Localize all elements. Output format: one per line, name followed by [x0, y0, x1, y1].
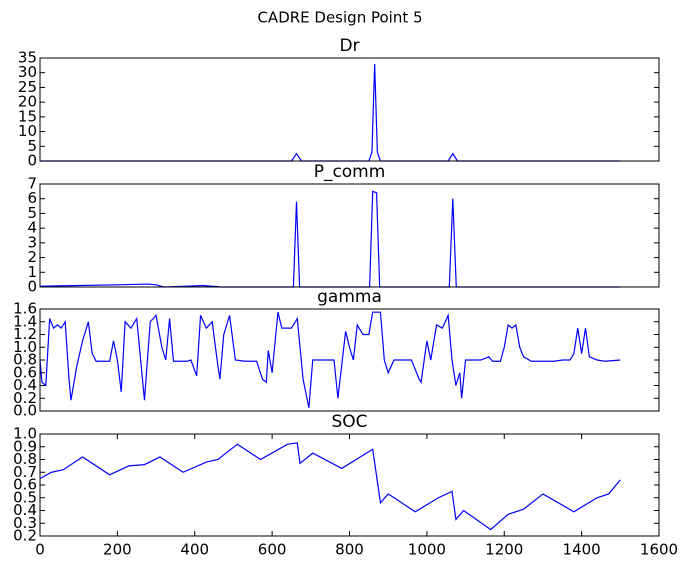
- figure-title: CADRE Design Point 5: [257, 9, 422, 27]
- y-tick-label: 30: [18, 63, 37, 81]
- y-tick-label: 0.4: [13, 376, 37, 394]
- x-tick-label: 1400: [563, 541, 601, 559]
- y-tick-label: 7: [27, 175, 37, 193]
- x-tick-label: 400: [180, 541, 209, 559]
- axes-title: gamma: [317, 287, 382, 307]
- y-tick-label: 0.5: [13, 488, 37, 506]
- y-tick-label: 10: [18, 122, 37, 140]
- x-tick-label: 800: [335, 541, 364, 559]
- axes-frame: [39, 57, 660, 162]
- y-tick-label: 0.8: [13, 351, 37, 369]
- y-tick-label: 3: [27, 233, 37, 251]
- y-tick-label: 0: [27, 152, 37, 170]
- y-tick-label: 5: [27, 137, 37, 155]
- y-tick-label: 1.2: [13, 325, 37, 343]
- y-tick-label: 25: [18, 78, 37, 96]
- y-tick-label: 0.3: [13, 514, 37, 532]
- axes-frame: [39, 308, 660, 412]
- y-tick-label: 15: [18, 107, 37, 125]
- axes-title: Dr: [339, 36, 359, 56]
- x-tick-label: 1000: [408, 541, 446, 559]
- y-tick-label: 1: [27, 263, 37, 281]
- y-tick-label: 0.0: [13, 402, 37, 420]
- x-tick-label: 600: [258, 541, 287, 559]
- x-tick-label: 1600: [640, 541, 678, 559]
- x-tick-label: 1200: [485, 541, 523, 559]
- y-tick-label: 2: [27, 248, 37, 266]
- y-tick-label: 0.2: [13, 389, 37, 407]
- y-tick-label: 0.7: [13, 463, 37, 481]
- y-tick-label: 0.8: [13, 450, 37, 468]
- axes-title: P_comm: [314, 162, 386, 182]
- axes-frame: [39, 433, 660, 537]
- y-tick-label: 20: [18, 93, 37, 111]
- data-line: [39, 311, 621, 408]
- y-tick-label: 1.4: [13, 312, 37, 330]
- y-tick-label: 1.0: [13, 425, 37, 443]
- x-tick-label: 0: [35, 541, 45, 559]
- y-tick-label: 0.2: [13, 527, 37, 545]
- y-tick-label: 0: [27, 278, 37, 296]
- y-tick-label: 4: [27, 219, 37, 237]
- x-tick-label: 200: [103, 541, 132, 559]
- y-tick-label: 35: [18, 49, 37, 67]
- data-line: [40, 63, 621, 162]
- y-tick-label: 5: [27, 204, 37, 222]
- y-tick-label: 0.4: [13, 501, 37, 519]
- y-tick-label: 1.6: [13, 300, 37, 318]
- y-tick-label: 0.6: [13, 363, 37, 381]
- y-tick-label: 0.6: [13, 476, 37, 494]
- axes-title: SOC: [331, 412, 367, 432]
- axes-frame: [39, 183, 660, 288]
- y-tick-label: 1.0: [13, 338, 37, 356]
- data-line: [39, 442, 621, 531]
- y-tick-label: 6: [27, 189, 37, 207]
- y-tick-label: 0.9: [13, 437, 37, 455]
